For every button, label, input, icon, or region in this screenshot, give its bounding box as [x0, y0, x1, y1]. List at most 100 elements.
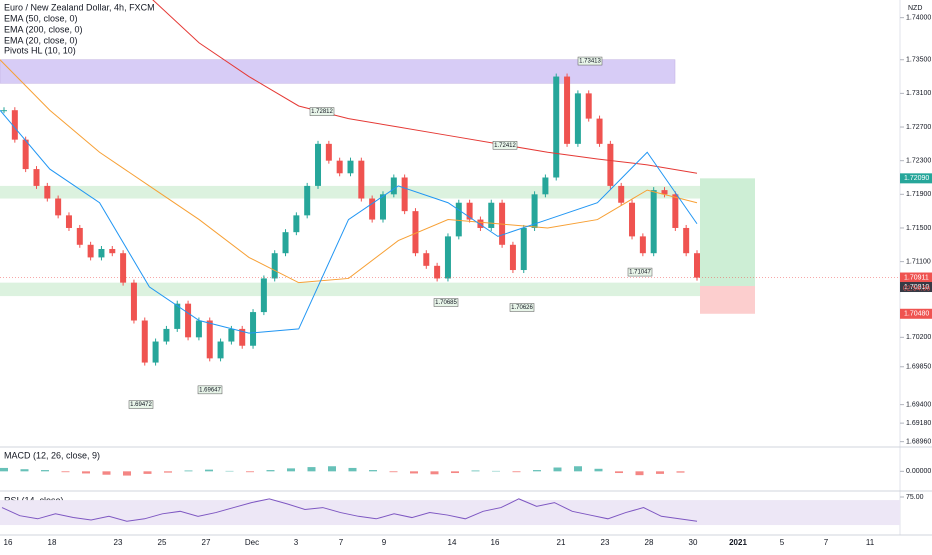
candle-body	[152, 341, 159, 363]
candle-body	[260, 278, 267, 313]
pivot-label: 1.73413	[579, 59, 601, 65]
price-label: 1.71100	[906, 258, 931, 265]
indicator-label: EMA (20, close, 0)	[4, 35, 78, 45]
indicator-label: EMA (50, close, 0)	[4, 13, 78, 23]
candle-body	[1, 110, 7, 112]
time-label: 7	[824, 538, 829, 547]
position-target	[700, 178, 755, 287]
candle-body	[315, 143, 322, 186]
macd-bar	[328, 466, 336, 472]
macd-bar	[533, 470, 541, 472]
candle-body	[250, 312, 257, 346]
candle-body	[271, 253, 278, 279]
candle-body	[639, 236, 646, 254]
pivot-label: 1.72412	[494, 143, 516, 149]
time-label: 11	[866, 538, 875, 547]
candle-body	[390, 177, 397, 195]
macd-bar	[225, 470, 234, 472]
candle-body	[76, 227, 83, 245]
pivot-box	[627, 267, 653, 277]
macd-bar	[20, 469, 29, 472]
time-label: 30	[689, 538, 698, 547]
price-label: 1.72300	[906, 158, 931, 165]
time-label: 7	[339, 538, 344, 547]
candle-body	[434, 265, 441, 279]
candle-body	[141, 320, 148, 363]
price-label: 1.69180	[906, 420, 931, 427]
time-label: Dec	[245, 538, 259, 547]
price-tag	[900, 173, 932, 184]
macd-bar	[410, 471, 418, 474]
position-stop	[700, 286, 755, 314]
pivot-label: 1.70685	[435, 300, 457, 306]
pivot-label: 1.69472	[130, 402, 152, 408]
candle-body	[520, 227, 527, 271]
ema-line	[152, 0, 698, 174]
pivot-label: 1.70626	[511, 305, 533, 311]
candle-body	[401, 177, 408, 212]
candle-body	[228, 328, 235, 342]
price-label: 1.71500	[906, 225, 931, 232]
pivot-box	[197, 385, 223, 395]
price-tag-label: 1.70480	[904, 311, 929, 318]
candle-body	[325, 143, 332, 161]
pivot-label: 1.71047	[629, 270, 651, 276]
time-label: 23	[114, 538, 123, 547]
rsi-tick-label: 75.00	[906, 494, 924, 501]
candle-body	[564, 76, 571, 144]
pivot-label: 1.69647	[199, 387, 221, 393]
rsi-line	[1, 498, 698, 522]
macd-bar	[123, 471, 131, 476]
candle-body	[174, 303, 181, 329]
candle-body	[596, 118, 603, 144]
candle-body	[369, 198, 376, 220]
candle-body	[509, 244, 516, 271]
macd-bar	[430, 471, 439, 475]
macd-bar	[615, 471, 623, 474]
pivot-box	[492, 140, 518, 150]
macd-bar	[635, 471, 644, 476]
macd-bar	[205, 469, 213, 472]
indicator-label: EMA (200, close, 0)	[4, 24, 83, 34]
candle-body	[120, 253, 127, 283]
indicator-label: Pivots HL (10, 10)	[4, 45, 76, 55]
candle-body	[282, 232, 289, 254]
macd-bar	[164, 471, 172, 473]
candle-body	[694, 253, 700, 278]
candle-body	[217, 341, 224, 359]
time-label: 25	[158, 538, 167, 547]
time-label: 18	[48, 538, 57, 547]
macd-bar	[102, 471, 111, 475]
candle-body	[130, 282, 137, 321]
candle-body	[585, 93, 592, 119]
price-label: 1.69850	[906, 364, 931, 371]
candle-body	[661, 190, 668, 195]
macd-bar	[451, 471, 459, 474]
candle-body	[379, 194, 386, 220]
pivot-box	[309, 107, 335, 116]
price-tag	[900, 272, 932, 283]
pivot-box	[128, 400, 154, 409]
macd-bar	[492, 470, 500, 472]
time-label: 28	[645, 538, 654, 547]
time-label: 16	[491, 538, 500, 547]
pivot-box	[509, 303, 535, 312]
time-label: 2021	[729, 538, 747, 547]
candle-body	[607, 143, 614, 186]
macd-bar	[594, 468, 603, 472]
price-tag	[900, 308, 932, 319]
candle-body	[412, 211, 419, 254]
candle-body	[195, 320, 202, 338]
macd-bar	[553, 467, 562, 472]
candle-body	[98, 248, 105, 258]
price-label: 1.73100	[906, 90, 931, 97]
macd-bar	[307, 467, 316, 472]
time-label: 9	[382, 538, 387, 547]
candle-body	[455, 202, 462, 237]
price-label: 1.74000	[906, 15, 931, 22]
macd-bar	[246, 471, 254, 473]
price-label: 1.68960	[906, 438, 931, 445]
candle-body	[109, 248, 116, 254]
